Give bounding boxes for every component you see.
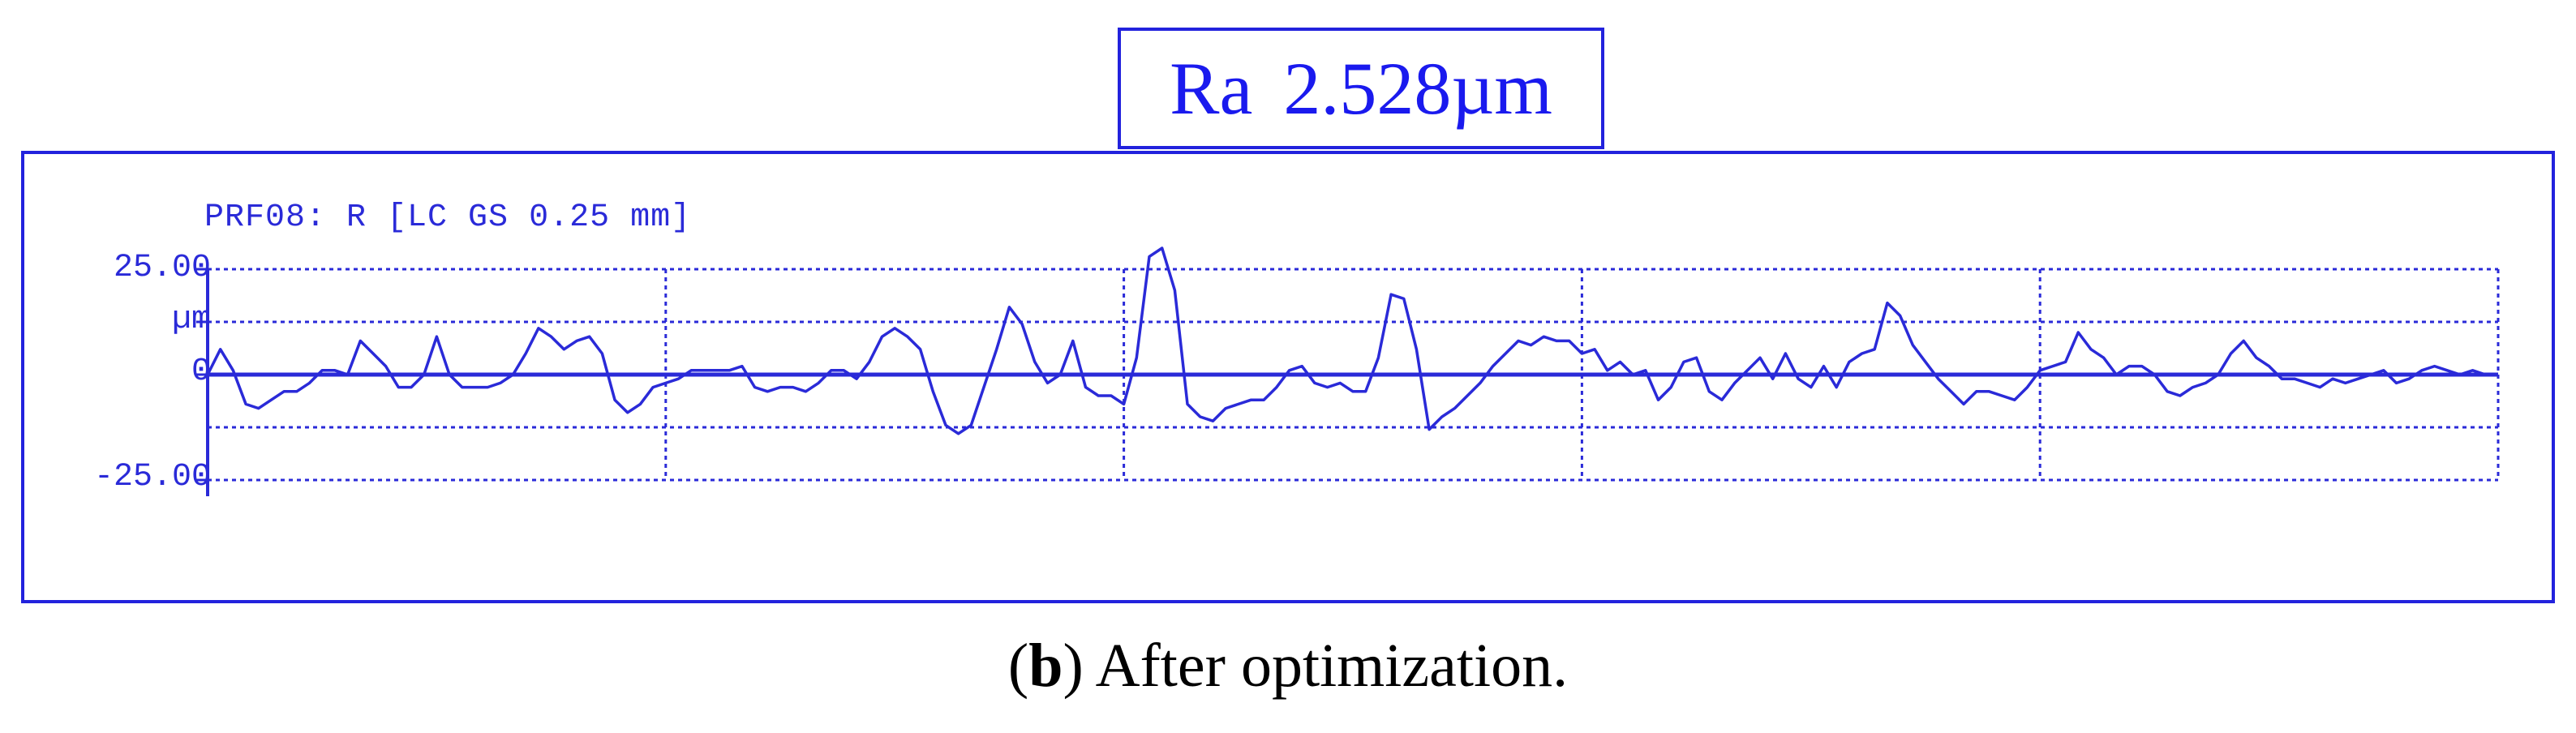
chart-title: PRF08: R [LC GS 0.25 mm]	[204, 199, 692, 236]
caption-letter: b	[1028, 632, 1063, 700]
y-tick-bottom: -25.00	[93, 459, 211, 495]
y-unit-label: µm	[171, 302, 211, 338]
ra-value-box: Ra 2.528µm	[1118, 28, 1604, 149]
caption-open-paren: (	[1007, 632, 1029, 700]
ra-value: 2.528µm	[1283, 47, 1552, 130]
profile-plot	[196, 246, 2500, 496]
profile-chart-panel: PRF08: R [LC GS 0.25 mm] 25.00 µm 0 -25.…	[21, 151, 2555, 603]
profile-series-line	[206, 246, 2498, 435]
caption-text: ) After optimization.	[1063, 632, 1569, 700]
figure-caption: (b) After optimization.	[0, 631, 2576, 701]
y-tick-top: 25.00	[113, 250, 211, 286]
ra-label: Ra	[1170, 47, 1253, 130]
